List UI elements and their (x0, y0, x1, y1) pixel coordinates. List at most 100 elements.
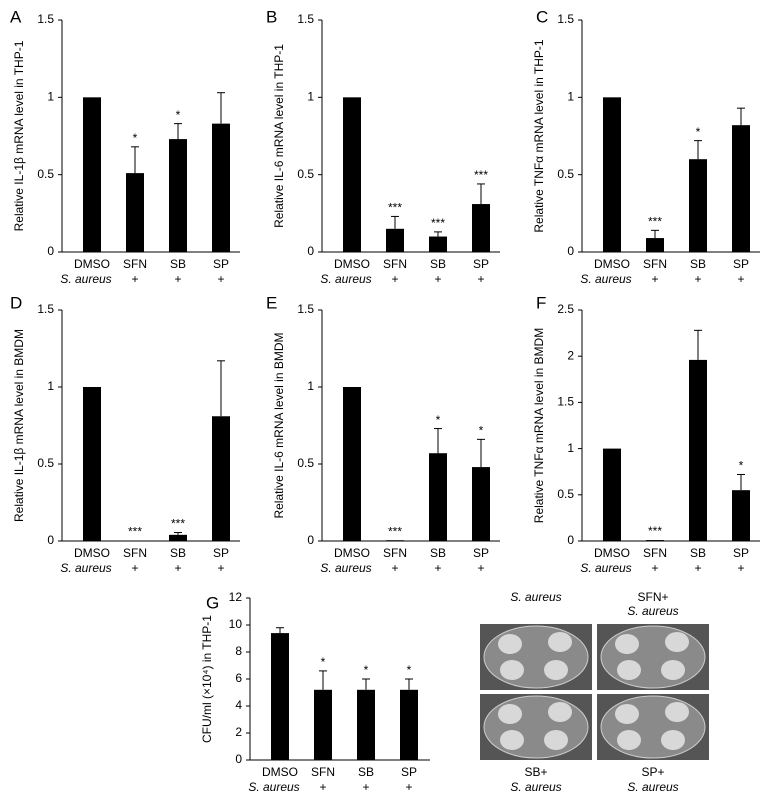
y-tick-label: 0 (47, 244, 54, 258)
y-axis-label: Relative IL-1β mRNA level in THP-1 (12, 40, 26, 231)
x-tick-label: DMSO (262, 765, 298, 779)
bar (169, 534, 187, 541)
x-tick-label: SB (358, 765, 374, 779)
y-tick-label: 1 (567, 441, 574, 455)
x-sublabel: + (434, 272, 441, 286)
colony (665, 702, 689, 722)
y-tick-label: 1 (567, 90, 574, 104)
x-tick-label: DMSO (334, 546, 370, 560)
x-tick-label: DMSO (594, 257, 630, 271)
x-tick-label: SFN (123, 257, 147, 271)
petri-dish (483, 695, 589, 759)
colony (615, 634, 639, 654)
x-sublabel: + (651, 272, 658, 286)
significance-label: * (739, 459, 744, 473)
y-tick-label: 1 (47, 90, 54, 104)
colony (498, 634, 522, 654)
x-sublabel: S. aureus (580, 561, 631, 575)
significance-label: * (133, 131, 138, 145)
plate-label: S. aureus (510, 780, 561, 794)
bar (472, 204, 490, 252)
bar (732, 125, 750, 252)
x-tick-label: SFN (643, 546, 667, 560)
panel-label: B (266, 7, 277, 26)
y-axis-label: Relative TNFα mRNA level in BMDM (532, 328, 546, 523)
bar (400, 689, 418, 760)
error-bar (405, 678, 413, 690)
significance-label: *** (648, 215, 662, 229)
plate-label: SFN+ (637, 590, 668, 604)
x-sublabel: + (131, 561, 138, 575)
y-tick-label: 1 (47, 379, 54, 393)
y-tick-label: 2 (567, 348, 574, 362)
y-tick-label: 1 (307, 379, 314, 393)
x-sublabel: S. aureus (320, 272, 371, 286)
y-axis-label: Relative TNFα mRNA level in THP-1 (532, 39, 546, 233)
x-tick-label: DMSO (334, 257, 370, 271)
y-tick-label: 0 (307, 244, 314, 258)
y-axis-label: Relative IL-6 mRNA level in THP-1 (272, 44, 286, 228)
x-sublabel: + (319, 780, 326, 794)
y-tick-label: 0.5 (557, 167, 574, 181)
y-tick-label: 1.5 (557, 12, 574, 26)
significance-label: * (436, 413, 441, 427)
error-bar (276, 627, 284, 634)
plate-label: SB+ (524, 765, 547, 779)
x-tick-label: SB (690, 546, 706, 560)
y-tick-label: 0.5 (297, 167, 314, 181)
significance-label: * (176, 108, 181, 122)
y-tick-label: 6 (235, 671, 242, 685)
y-tick-label: 0 (47, 533, 54, 547)
x-sublabel: + (405, 780, 412, 794)
bar (603, 97, 621, 252)
colony (548, 632, 572, 652)
colony (661, 730, 685, 750)
y-tick-label: 0.5 (297, 456, 314, 470)
significance-label: * (321, 655, 326, 669)
x-tick-label: SFN (311, 765, 335, 779)
colony (665, 632, 689, 652)
significance-label: *** (388, 201, 402, 215)
y-tick-label: 1.5 (37, 302, 54, 316)
y-axis-label: Relative IL-6 mRNA level in BMDM (272, 332, 286, 518)
error-bar (434, 231, 442, 237)
x-tick-label: SP (473, 257, 489, 271)
panel-label: F (536, 293, 546, 312)
x-tick-label: DMSO (594, 546, 630, 560)
y-tick-label: 0 (307, 533, 314, 547)
colony (617, 660, 641, 680)
y-tick-label: 0 (567, 244, 574, 258)
colony (544, 730, 568, 750)
plate-label: S. aureus (627, 780, 678, 794)
y-tick-label: 2.5 (557, 302, 574, 316)
petri-dish (483, 625, 589, 689)
bar (343, 387, 361, 541)
significance-label: *** (474, 168, 488, 182)
x-sublabel: + (391, 561, 398, 575)
petri-dish (600, 695, 706, 759)
bar (646, 238, 664, 252)
x-tick-label: SB (430, 546, 446, 560)
bar (689, 159, 707, 252)
y-tick-label: 1.5 (297, 12, 314, 26)
significance-label: *** (388, 524, 402, 538)
error-bar (694, 140, 702, 160)
error-bar (651, 229, 659, 239)
error-bar (477, 438, 485, 468)
x-tick-label: SFN (123, 546, 147, 560)
y-tick-label: 10 (229, 617, 243, 631)
error-bar (362, 678, 370, 690)
y-tick-label: 0 (235, 752, 242, 766)
bar (271, 633, 289, 760)
x-sublabel: S. aureus (580, 272, 631, 286)
x-sublabel: S. aureus (60, 272, 111, 286)
x-tick-label: SB (170, 257, 186, 271)
x-sublabel: + (217, 272, 224, 286)
y-tick-label: 1.5 (37, 12, 54, 26)
bar (126, 173, 144, 252)
panel-label: G (206, 593, 219, 612)
x-tick-label: SB (690, 257, 706, 271)
x-sublabel: + (131, 272, 138, 286)
x-tick-label: SP (213, 257, 229, 271)
y-tick-label: 4 (235, 698, 242, 712)
